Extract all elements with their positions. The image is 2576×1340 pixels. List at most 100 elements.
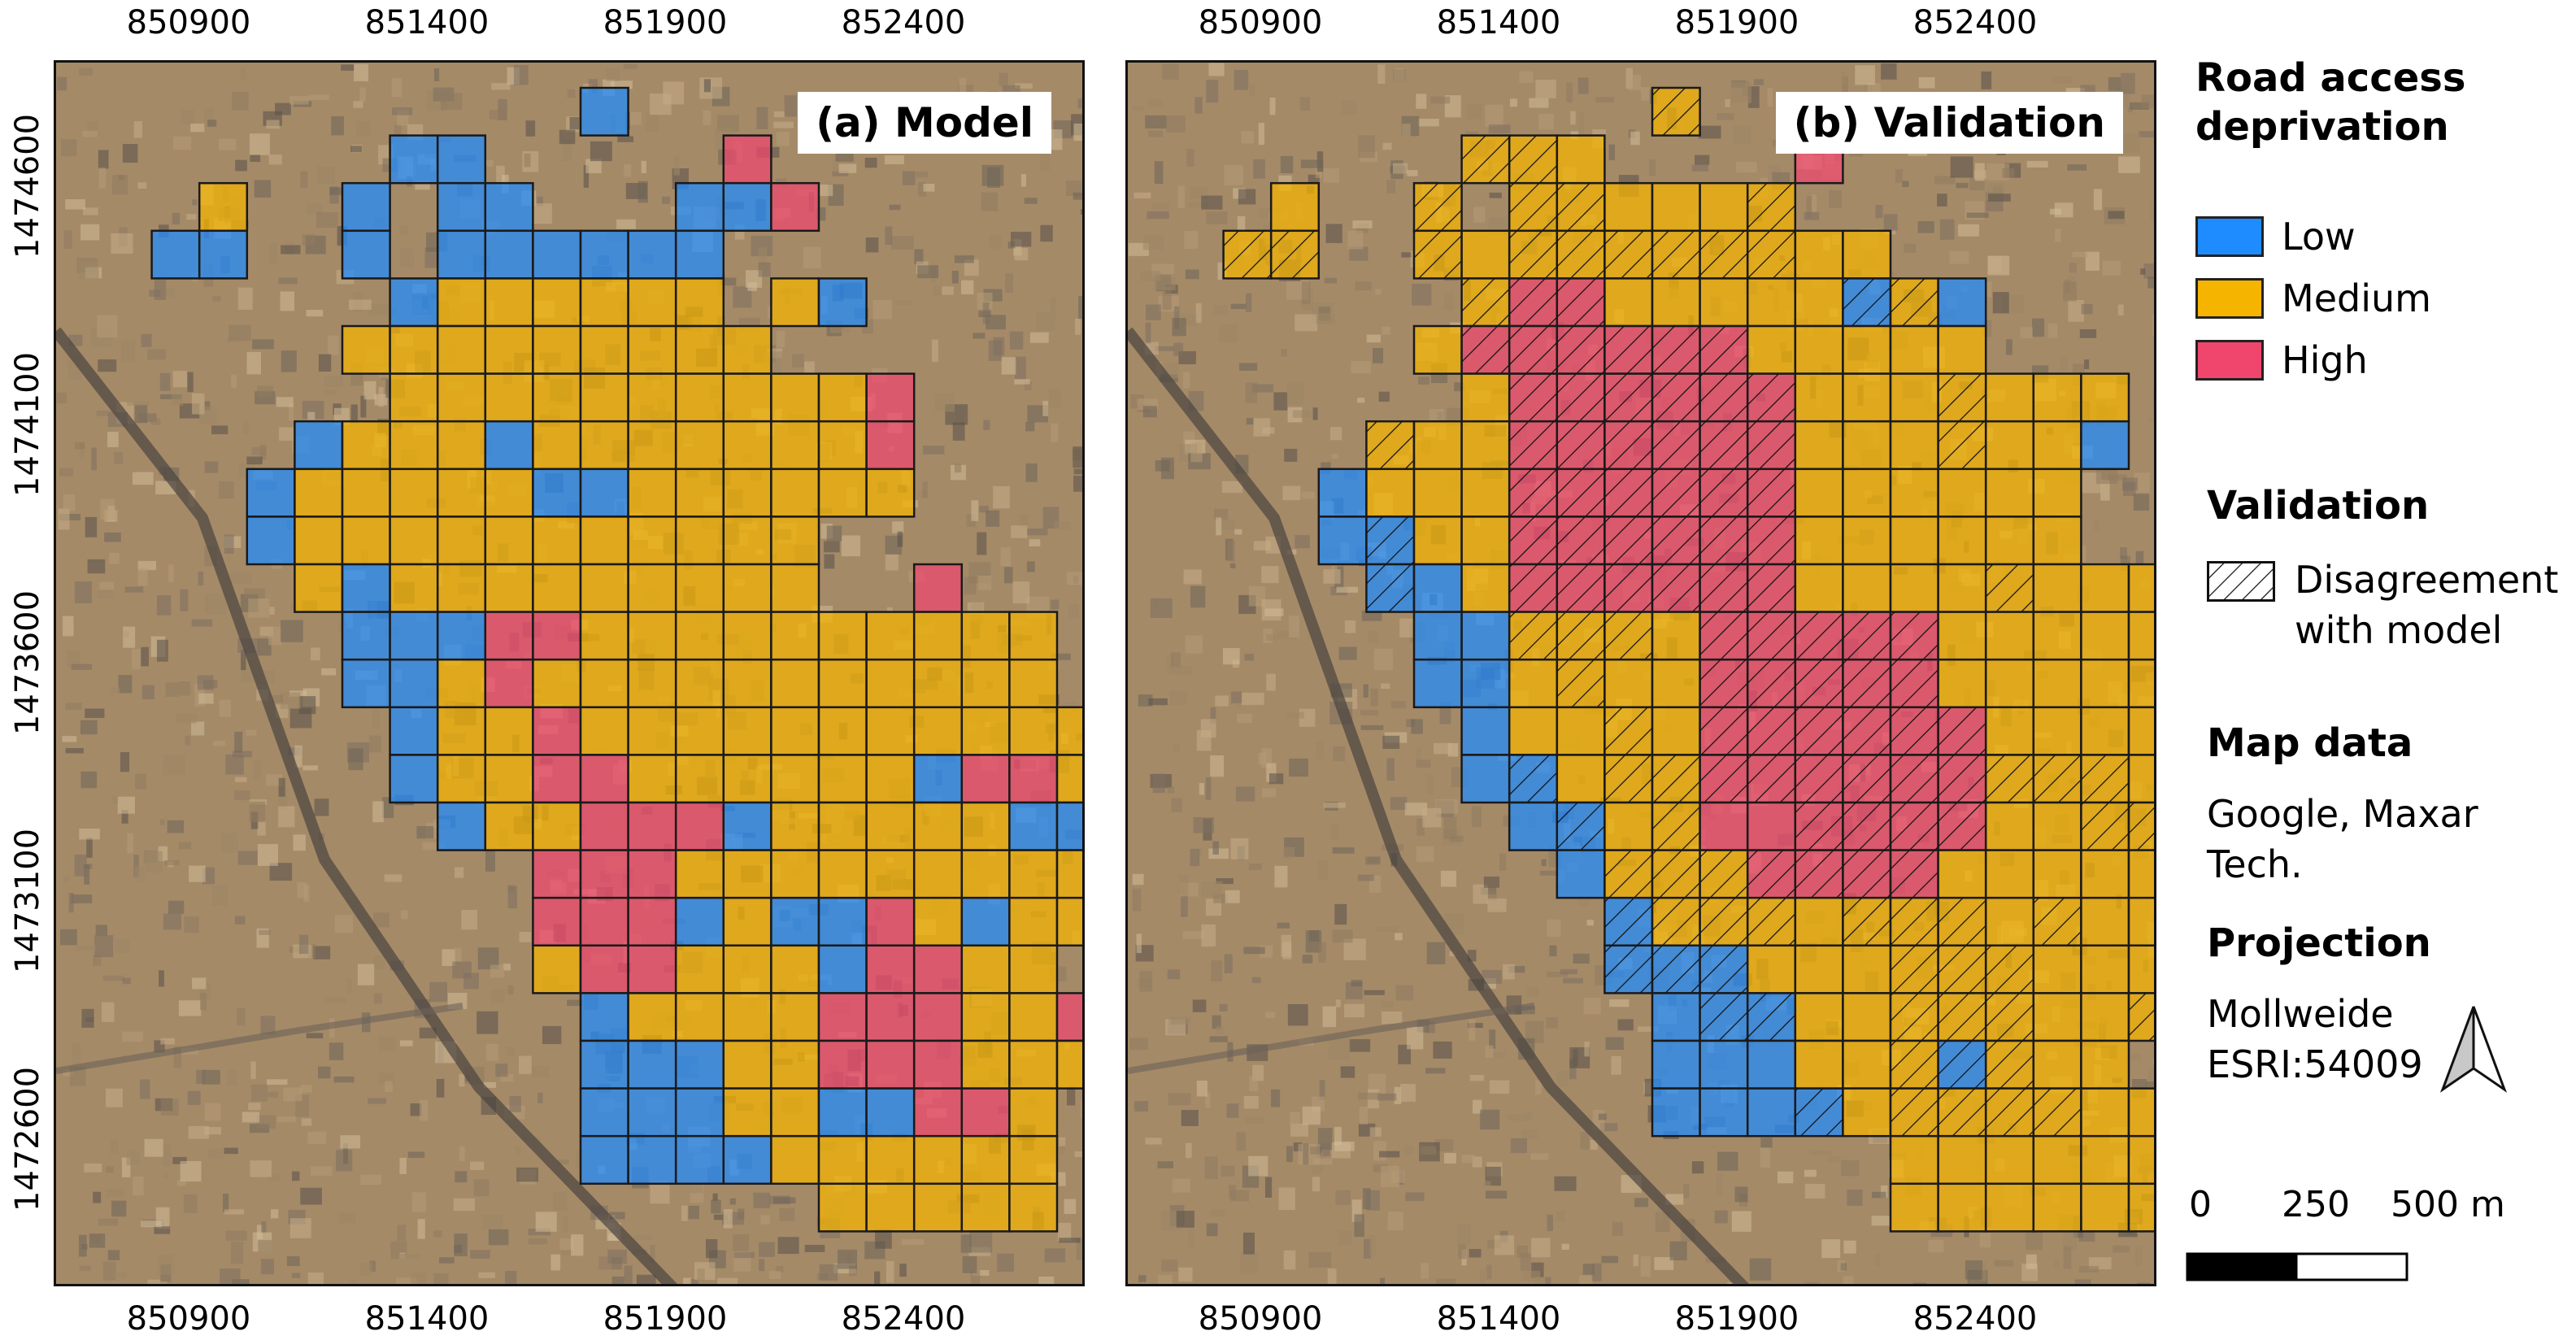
- grid-cell-disagreement: [1699, 421, 1748, 469]
- grid-cell-disagreement: [1795, 611, 1843, 660]
- grid-cell-medium: [674, 277, 725, 328]
- grid-cell-disagreement: [1891, 803, 1939, 851]
- grid-cell-low: [579, 1087, 629, 1138]
- grid-cell-medium: [1699, 181, 1749, 233]
- grid-cell-disagreement: [1223, 230, 1272, 279]
- grid-cell-disagreement: [1652, 468, 1700, 517]
- grid-cell-medium: [627, 754, 677, 804]
- grid-cell-medium: [389, 420, 439, 471]
- grid-cell-high: [532, 611, 582, 661]
- grid-cell-disagreement: [1556, 659, 1605, 707]
- x-tick-label: 851900: [603, 4, 728, 41]
- grid-cell-disagreement: [1938, 803, 1986, 851]
- grid-cell-medium: [1651, 611, 1701, 661]
- legend-swatch-low: [2195, 216, 2264, 257]
- grid-cell-disagreement: [1938, 945, 1986, 994]
- grid-cell-disagreement: [1556, 421, 1605, 469]
- grid-cell-medium: [1794, 468, 1844, 518]
- grid-cell-medium: [1984, 896, 2035, 947]
- grid-cell-low: [1317, 516, 1368, 566]
- grid-cell-disagreement: [1747, 659, 1795, 707]
- grid-cell-high: [532, 849, 582, 899]
- grid-cell-disagreement: [1604, 230, 1652, 279]
- grid-cell-low: [722, 801, 772, 851]
- grid-cell-medium: [389, 516, 439, 566]
- grid-cell-low: [389, 706, 439, 756]
- grid-cell-medium: [770, 420, 820, 471]
- grid-cell-low: [1412, 611, 1463, 661]
- grid-cell-medium: [436, 754, 487, 804]
- grid-cell-medium: [674, 420, 725, 471]
- grid-cell-disagreement: [1556, 183, 1605, 231]
- grid-cell-disagreement: [1699, 945, 1748, 994]
- grid-cell-medium: [770, 372, 820, 423]
- grid-cell-medium: [436, 420, 487, 471]
- grid-cell-disagreement: [1652, 88, 1700, 136]
- grid-cell-medium: [1412, 420, 1463, 471]
- grid-cell-medium: [1889, 324, 1939, 375]
- grid-cell-medium: [341, 420, 391, 471]
- grid-cell-disagreement: [1604, 611, 1652, 660]
- grid-cell-medium: [2032, 1182, 2082, 1233]
- grid-cell-low: [150, 229, 201, 280]
- grid-cell-low: [1317, 468, 1368, 518]
- grid-cell-medium: [722, 324, 772, 375]
- grid-cell-disagreement: [1652, 373, 1700, 422]
- grid-cell-medium: [722, 372, 772, 423]
- grid-cell-medium: [1937, 468, 1987, 518]
- grid-cell-low: [674, 229, 725, 280]
- grid-cell-medium: [436, 563, 487, 613]
- grid-cell-medium: [1984, 658, 2035, 709]
- grid-cell-medium: [770, 516, 820, 566]
- grid-cell-medium: [1746, 324, 1797, 375]
- grid-cell-medium: [865, 801, 916, 851]
- grid-cell-medium: [2032, 1039, 2082, 1090]
- grid-cell-medium: [817, 1134, 868, 1186]
- grid-cell-medium: [817, 801, 868, 851]
- grid-cell-disagreement: [1366, 564, 1414, 612]
- grid-cell-medium: [722, 896, 772, 947]
- grid-cell-disagreement: [2033, 755, 2082, 803]
- grid-cell-disagreement: [1795, 659, 1843, 707]
- grid-cell-medium: [1889, 468, 1939, 518]
- grid-cell-low: [1699, 1087, 1749, 1138]
- grid-cell-high: [912, 1039, 964, 1090]
- x-tick-label: 851900: [603, 1300, 728, 1338]
- validation-heading: Validation: [2207, 483, 2430, 529]
- grid-cell-disagreement: [1843, 278, 1891, 326]
- grid-cell-medium: [1651, 658, 1701, 709]
- grid-cell-low: [2080, 420, 2130, 471]
- panel-title-model: (a) Model: [798, 92, 1051, 154]
- grid-cell-medium: [532, 516, 582, 566]
- grid-cell-disagreement: [1843, 898, 1891, 946]
- grid-cell-low: [1699, 1039, 1749, 1090]
- y-tick-label: 1473100: [9, 828, 46, 974]
- x-tick-label: 850900: [126, 1300, 251, 1338]
- grid-cell-medium: [1794, 372, 1844, 423]
- grid-cell-medium: [532, 277, 582, 328]
- grid-cell-disagreement: [1652, 803, 1700, 851]
- grid-cell-high: [579, 754, 629, 804]
- grid-cell-disagreement: [1891, 659, 1939, 707]
- grid-cell-medium: [674, 563, 725, 613]
- grid-cell-medium: [722, 563, 772, 613]
- grid-cell-disagreement: [1271, 230, 1319, 279]
- grid-cell-low: [579, 1134, 629, 1186]
- grid-cell-high: [912, 563, 964, 613]
- grid-cell-low: [1412, 563, 1463, 613]
- grid-cell-medium: [1460, 420, 1511, 471]
- grid-cell-disagreement: [1795, 1088, 1843, 1137]
- grid-cell-disagreement: [1747, 421, 1795, 469]
- grid-cell-disagreement: [1699, 755, 1748, 803]
- grid-cell-disagreement: [1509, 564, 1557, 612]
- grid-cell-medium: [2032, 420, 2082, 471]
- grid-cell-medium: [1889, 1134, 1939, 1186]
- grid-cell-disagreement: [1509, 421, 1557, 469]
- grid-cell-disagreement: [1556, 373, 1605, 422]
- grid-cell-medium: [579, 516, 629, 566]
- grid-cell-medium: [2080, 1182, 2130, 1233]
- grid-cell-medium: [960, 992, 1011, 1042]
- grid-cell-medium: [436, 277, 487, 328]
- grid-cell-medium: [817, 706, 868, 756]
- grid-cell-medium: [532, 658, 582, 709]
